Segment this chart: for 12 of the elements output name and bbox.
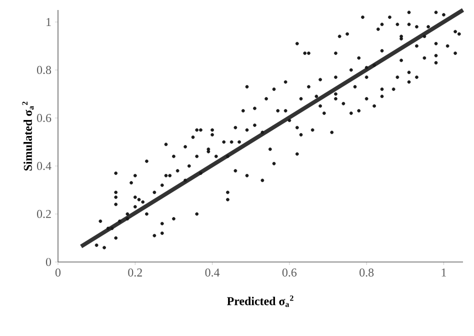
x-tick-label: 0.2 [128, 268, 142, 277]
x-tick-label: 0.4 [205, 268, 220, 277]
y-tick-label: 0.6 [37, 114, 52, 122]
y-tick-label: 0.2 [37, 210, 51, 218]
x-tick-label: 0 [55, 268, 61, 277]
y-tick-label: 0.4 [37, 162, 52, 170]
x-tick-label: 1 [442, 268, 446, 276]
y-tick-label: 0 [46, 258, 52, 266]
x-tick-label: 0.6 [282, 268, 297, 277]
x-tick-label: 0.8 [360, 268, 374, 277]
y-tick-label: 1 [46, 18, 51, 26]
y-tick-label: 0.8 [37, 66, 52, 74]
